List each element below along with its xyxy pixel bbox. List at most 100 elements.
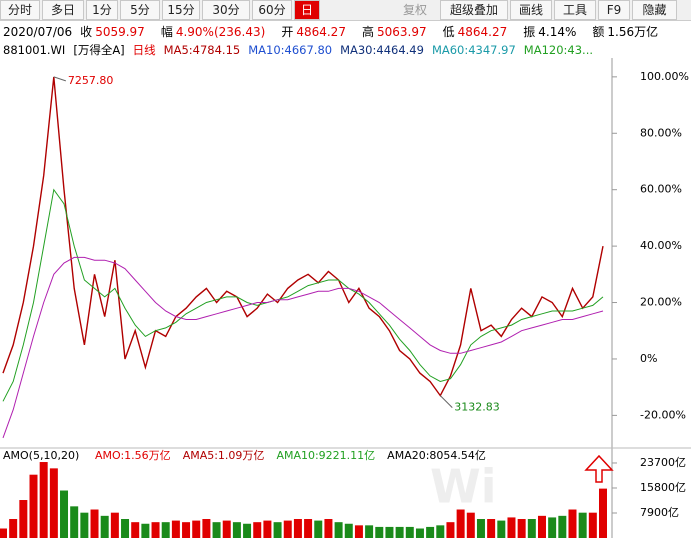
toolbar-button[interactable]: 60分 xyxy=(252,0,292,20)
info-value: 5059.97 xyxy=(95,25,145,39)
volume-bar xyxy=(365,525,374,538)
volume-bar xyxy=(476,519,485,538)
info-value: 4864.27 xyxy=(457,25,508,39)
volume-bar xyxy=(578,512,587,538)
toolbar-button[interactable]: 复权 xyxy=(402,3,427,17)
legend-entry: MA60:4347.97 xyxy=(431,43,516,57)
volume-bar xyxy=(344,523,353,538)
toolbar-button[interactable]: 分时 xyxy=(0,0,40,20)
info-item: 振 4.14% xyxy=(523,25,584,39)
volume-legend: AMA5:1.09万亿 xyxy=(183,449,265,462)
legend-entry: MA10:4667.80 xyxy=(248,43,333,57)
volume-bar xyxy=(426,526,435,538)
volume-bar xyxy=(243,523,252,538)
volume-bar xyxy=(304,519,313,538)
toolbar-button[interactable]: 日 xyxy=(294,0,320,20)
info-label: 振 xyxy=(523,25,536,39)
price-line xyxy=(2,256,604,439)
volume-bar xyxy=(283,520,292,538)
volume-bar xyxy=(90,509,99,538)
toolbar-button[interactable]: 多日 xyxy=(42,0,84,20)
volume-bar xyxy=(60,490,69,538)
volume-bar xyxy=(497,520,506,538)
info-value: 4.90%(236.43) xyxy=(175,25,266,39)
volume-bar xyxy=(588,512,597,538)
volume-bar xyxy=(192,520,201,538)
volume-legend: AMA20:8054.54亿 xyxy=(387,449,486,462)
price-line xyxy=(2,76,604,397)
toolbar-button[interactable]: 隐藏 xyxy=(632,0,677,20)
volume-bar xyxy=(70,506,79,538)
legend-entry: [万得全A] xyxy=(73,43,125,57)
toolbar-button[interactable]: 1分 xyxy=(86,0,118,20)
volume-title: AMO(5,10,20) xyxy=(3,449,79,462)
volume-bar xyxy=(202,519,211,538)
y-tick-label: 7900亿 xyxy=(640,506,679,519)
toolbar-button[interactable]: F9 xyxy=(598,0,630,20)
volume-bar xyxy=(405,526,414,538)
volume-bar xyxy=(466,512,475,538)
volume-bar xyxy=(436,525,445,538)
volume-bar xyxy=(314,520,323,538)
info-label: 幅 xyxy=(160,25,173,39)
volume-bar xyxy=(599,488,607,538)
info-label: 收 xyxy=(80,25,93,39)
toolbar-button[interactable]: 15分 xyxy=(162,0,200,20)
legend-entry: 日线 xyxy=(132,43,156,57)
annotation-leader xyxy=(439,395,453,408)
volume-bar xyxy=(527,519,536,538)
info-item: 额 1.56万亿 xyxy=(592,25,666,39)
volume-bar xyxy=(537,515,546,538)
y-tick-label: 80.00% xyxy=(640,126,682,139)
volume-bar xyxy=(507,517,516,538)
volume-bar xyxy=(141,523,150,538)
toolbar-button[interactable]: 画线 xyxy=(510,0,552,20)
info-value: 5063.97 xyxy=(376,25,427,39)
info-item: 高 5063.97 xyxy=(362,25,435,39)
volume-bar xyxy=(171,520,180,538)
volume-bar xyxy=(121,519,130,538)
volume-bar xyxy=(151,522,160,538)
volume-bar xyxy=(19,500,28,538)
volume-bar xyxy=(395,526,404,538)
toolbar-button[interactable]: 工具 xyxy=(554,0,596,20)
watermark: Wi xyxy=(430,460,497,514)
volume-bar xyxy=(131,522,140,538)
annotation-leader xyxy=(53,76,67,82)
info-label: 额 xyxy=(592,25,605,39)
volume-bar xyxy=(517,519,526,538)
volume-bar xyxy=(9,519,18,538)
y-tick-label: 15800亿 xyxy=(640,481,686,494)
info-label: 低 xyxy=(442,25,455,39)
legend-entry: MA30:4464.49 xyxy=(340,43,424,57)
volume-bar xyxy=(385,526,394,538)
volume-bar xyxy=(49,468,58,538)
toolbar-button[interactable]: 5分 xyxy=(120,0,160,20)
volume-bar xyxy=(446,522,455,538)
toolbar-button[interactable]: 30分 xyxy=(202,0,250,20)
y-tick-label: 40.00% xyxy=(640,239,682,252)
legend-entry: 881001.WI xyxy=(3,43,66,57)
info-item: 低 4864.27 xyxy=(443,25,516,39)
volume-bar xyxy=(568,509,577,538)
y-tick-label: 23700亿 xyxy=(640,456,686,469)
y-tick-label: -20.00% xyxy=(640,408,686,421)
volume-bar xyxy=(100,515,109,538)
min-annotation: 3132.83 xyxy=(454,401,500,414)
y-tick-label: 0% xyxy=(640,352,657,365)
volume-bar xyxy=(324,519,333,538)
toolbar: 分时 多日 1分 5分 15分 30分 60分日 复权 超级叠加 画线 工具 F9 隐藏 xyxy=(0,0,691,21)
volume-bar xyxy=(29,474,38,538)
volume-bar xyxy=(212,522,221,538)
info-bar: 2020/07/06 收 5059.97 幅 4.90%(236.43) 开 4864.27… xyxy=(3,23,674,40)
volume-bar xyxy=(354,525,363,538)
toolbar-button[interactable]: 超级叠加 xyxy=(440,0,508,20)
y-tick-label: 60.00% xyxy=(640,183,682,196)
price-line xyxy=(2,188,604,402)
volume-bar xyxy=(222,520,231,538)
volume-bar xyxy=(110,512,119,538)
volume-bar xyxy=(253,522,262,538)
volume-bar xyxy=(161,522,170,538)
